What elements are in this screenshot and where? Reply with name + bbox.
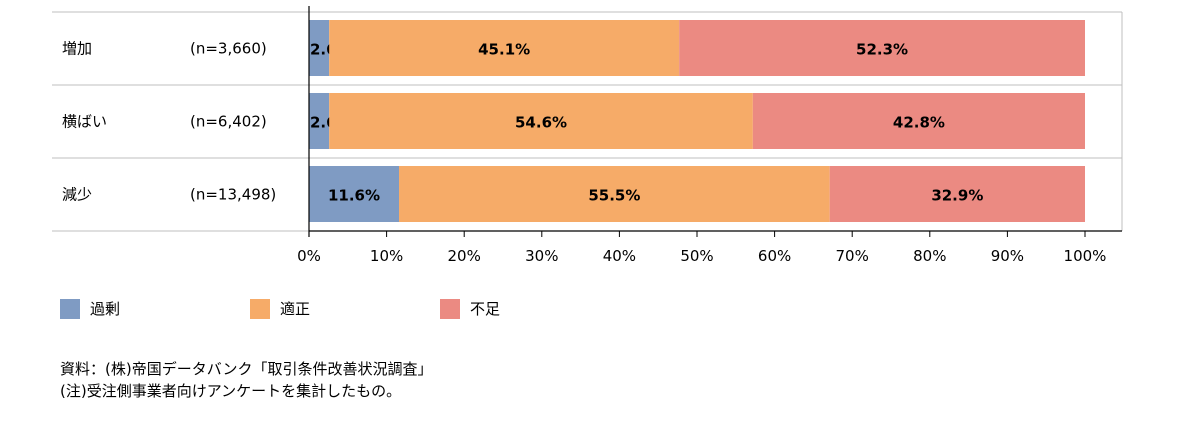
x-tick-label: 0% xyxy=(297,247,321,265)
bar-segment xyxy=(829,166,1085,222)
category-label: 増加 xyxy=(62,40,92,58)
data-label: 11.6% xyxy=(328,187,380,205)
legend-label-shortage: 不足 xyxy=(470,300,501,318)
x-tick-label: 20% xyxy=(448,247,481,265)
stacked-bar-chart: 増加(n=3,660)2.6%45.1%52.3%横ばい(n=6,402)2.6… xyxy=(52,6,1123,265)
legend-item-shortage: 不足 xyxy=(440,298,500,319)
x-tick-label: 70% xyxy=(836,247,869,265)
category-sample-size: (n=3,660) xyxy=(190,40,267,58)
legend-swatch-adequate xyxy=(250,298,270,319)
x-tick-label: 30% xyxy=(525,247,558,265)
footnote: (注)受注側事業者向けアンケートを集計したもの。 xyxy=(60,382,402,400)
x-tick-label: 40% xyxy=(603,247,636,265)
data-label: 42.8% xyxy=(893,114,945,132)
bar-segment xyxy=(309,93,330,149)
data-label: 52.3% xyxy=(856,41,908,59)
data-label: 45.1% xyxy=(478,41,530,59)
legend-item-adequate: 適正 xyxy=(250,298,310,319)
data-label: 54.6% xyxy=(515,114,567,132)
x-tick-label: 100% xyxy=(1064,247,1107,265)
legend-label-adequate: 適正 xyxy=(280,300,311,318)
bar-segment xyxy=(679,20,1085,76)
legend-swatch-shortage xyxy=(440,298,460,319)
data-label: 32.9% xyxy=(931,187,983,205)
x-tick-label: 90% xyxy=(991,247,1024,265)
x-tick-label: 50% xyxy=(680,247,713,265)
bar-segment xyxy=(329,20,680,76)
x-tick-label: 60% xyxy=(758,247,791,265)
category-sample-size: (n=13,498) xyxy=(190,186,276,204)
bar-segment xyxy=(752,93,1085,149)
source-notes: 資料：(株)帝国データバンク「取引条件改善状況調査」 (注)受注側事業者向けアン… xyxy=(60,358,432,402)
data-label: 55.5% xyxy=(588,187,640,205)
bar-segment xyxy=(399,166,830,222)
bar-segment xyxy=(329,93,753,149)
x-tick-label: 80% xyxy=(913,247,946,265)
legend-item-excess: 過剰 xyxy=(60,298,120,319)
legend: 過剰 適正 不足 xyxy=(60,298,960,328)
category-label: 減少 xyxy=(62,186,92,204)
category-sample-size: (n=6,402) xyxy=(190,113,267,131)
category-label: 横ばい xyxy=(62,113,107,131)
bar-segment xyxy=(309,166,400,222)
source-note: 資料：(株)帝国データバンク「取引条件改善状況調査」 xyxy=(60,360,433,378)
x-tick-label: 10% xyxy=(370,247,403,265)
legend-label-excess: 過剰 xyxy=(90,300,121,318)
bar-segment xyxy=(309,20,330,76)
legend-swatch-excess xyxy=(60,298,80,319)
